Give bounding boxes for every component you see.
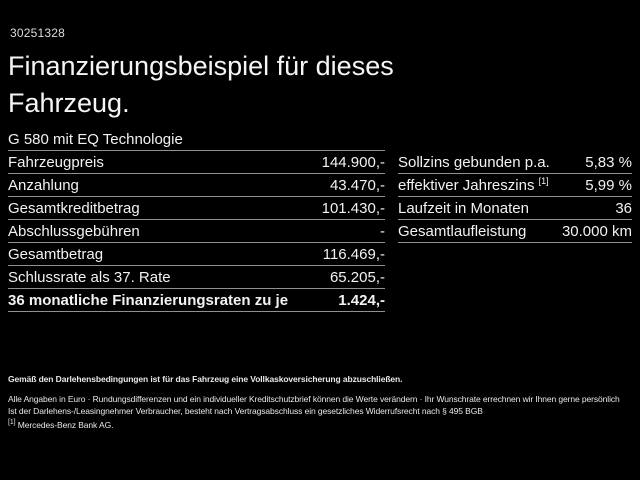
financing-table: G 580 mit EQ Technologie Fahrzeugpreis 1… — [8, 128, 385, 312]
row-value: 144.900,- — [321, 153, 385, 171]
row-label: Anzahlung — [8, 176, 79, 194]
vehicle-model-label: G 580 mit EQ Technologie — [8, 130, 183, 148]
row-value: 1.424,- — [338, 291, 385, 309]
table-row-monatsrate: 36 monatliche Finanzierungsraten zu je 1… — [8, 289, 385, 312]
footnote-text: Mercedes-Benz Bank AG. — [17, 420, 114, 430]
offer-reference-number: 30251328 — [10, 26, 65, 40]
table-row-sollzins: Sollzins gebunden p.a. 5,83 % — [398, 151, 632, 174]
table-row-fahrzeugpreis: Fahrzeugpreis 144.900,- — [8, 151, 385, 174]
row-value: 101.430,- — [321, 199, 385, 217]
row-label: Fahrzeugpreis — [8, 153, 104, 171]
footnote-marker: [1] — [538, 175, 549, 186]
page-title: Finanzierungsbeispiel für dieses Fahrzeug… — [8, 48, 394, 122]
page-title-line1: Finanzierungsbeispiel für dieses — [8, 51, 394, 81]
page-title-line2: Fahrzeug. — [8, 88, 130, 118]
table-row-schlussrate: Schlussrate als 37. Rate 65.205,- — [8, 266, 385, 289]
row-label: effektiver Jahreszins [1] — [398, 175, 549, 194]
legal-footer: Gemäß den Darlehensbedingungen ist für d… — [8, 374, 634, 431]
row-value: 65.205,- — [329, 268, 385, 286]
row-value: 5,99 % — [585, 176, 632, 194]
row-value: 30.000 km — [561, 222, 632, 240]
table-row-laufzeit: Laufzeit in Monaten 36 — [398, 197, 632, 220]
vehicle-model-header-row: G 580 mit EQ Technologie — [8, 128, 385, 151]
insurance-notice: Gemäß den Darlehensbedingungen ist für d… — [8, 374, 403, 384]
disclaimer-line-2: Ist der Darlehens-/Leasingnehmer Verbrau… — [8, 406, 483, 416]
row-value: 36 — [615, 199, 632, 217]
footnote-marker: [1] — [8, 419, 16, 427]
row-label: Gesamtlaufleistung — [398, 222, 527, 240]
row-value: 116.469,- — [322, 245, 385, 263]
table-row-anzahlung: Anzahlung 43.470,- — [8, 174, 385, 197]
row-label: Gesamtkreditbetrag — [8, 199, 140, 217]
row-label: Abschlussgebühren — [8, 222, 140, 240]
row-value: 5,83 % — [585, 153, 632, 171]
row-label: Gesamtbetrag — [8, 245, 104, 263]
table-row-gesamtkreditbetrag: Gesamtkreditbetrag 101.430,- — [8, 197, 385, 220]
row-label: 36 monatliche Finanzierungsraten zu je — [8, 291, 289, 309]
conditions-table: Sollzins gebunden p.a. 5,83 % effektiver… — [398, 151, 632, 243]
row-label: Schlussrate als 37. Rate — [8, 268, 171, 286]
row-value: - — [380, 222, 385, 240]
row-label-text: effektiver Jahreszins — [398, 176, 535, 194]
row-label: Laufzeit in Monaten — [398, 199, 529, 217]
footnote-line: [1] Mercedes-Benz Bank AG. — [8, 419, 634, 431]
table-row-abschlussgebuehren: Abschlussgebühren - — [8, 220, 385, 243]
row-label: Sollzins gebunden p.a. — [398, 153, 550, 171]
table-row-gesamtlaufleistung: Gesamtlaufleistung 30.000 km — [398, 220, 632, 243]
row-value: 43.470,- — [329, 176, 385, 194]
table-row-gesamtbetrag: Gesamtbetrag 116.469,- — [8, 243, 385, 266]
disclaimer-line-1: Alle Angaben in Euro · Rundungsdifferenz… — [8, 394, 620, 404]
table-row-effektiver-jahreszins: effektiver Jahreszins [1] 5,99 % — [398, 174, 632, 197]
